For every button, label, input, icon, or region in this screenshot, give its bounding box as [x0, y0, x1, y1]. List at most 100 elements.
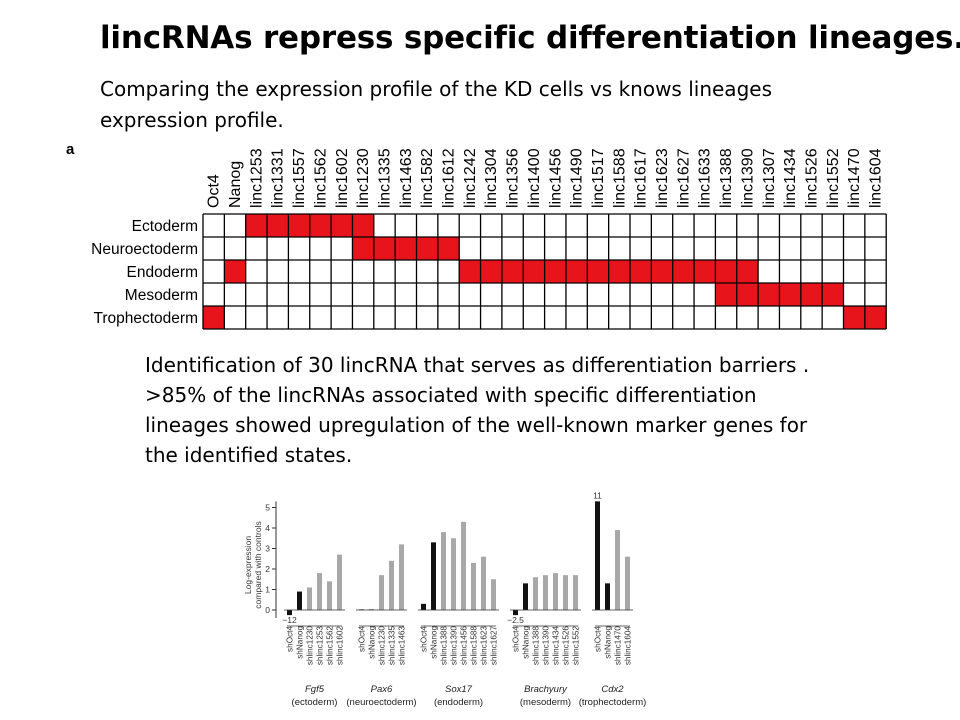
bar-label-shlinc1434: shlinc1434 [552, 626, 561, 666]
row-label-mesoderm: Mesoderm [125, 287, 198, 304]
y-tick-label: 2 [265, 564, 270, 574]
cell-mesoderm-linc1526 [800, 283, 823, 306]
column-label-linc1627: linc1627 [675, 148, 692, 208]
cell-mesoderm-linc1434 [779, 283, 801, 306]
bar-brachyury-shlinc1526 [563, 575, 568, 610]
cell-trophectoderm-linc1604 [864, 306, 887, 329]
bar-sox17-shlinc1456 [461, 521, 466, 610]
cell-ectoderm-linc1331 [267, 214, 289, 237]
y-axis-label: Log-expressioncompared with controls [243, 521, 263, 608]
cell-endoderm-linc1388 [715, 260, 737, 283]
cell-neuroectoderm-linc1582 [416, 237, 438, 260]
cell-neuroectoderm-linc1612 [437, 237, 460, 260]
bar-label-shlinc1470: shlinc1470 [614, 626, 623, 666]
bar-pax6-shlinc1230 [379, 575, 384, 610]
bar-label-shoct4: shOct4 [594, 626, 603, 652]
cell-endoderm-linc1588 [608, 260, 630, 283]
bar-label-shlinc1230: shlinc1230 [378, 626, 387, 666]
cell-ectoderm-linc1562 [309, 214, 332, 237]
column-label-linc1434: linc1434 [782, 148, 799, 208]
cell-neuroectoderm-linc1230 [352, 237, 374, 260]
cell-mesoderm-linc1390 [736, 283, 759, 306]
cell-endoderm-linc1304 [480, 260, 502, 283]
cell-trophectoderm-linc1470 [843, 306, 865, 329]
slide-title: lincRNAs repress specific differentiatio… [100, 20, 960, 56]
cell-endoderm-linc1456 [544, 260, 566, 283]
bar-fgf5-shlinc1562 [327, 581, 332, 610]
column-label-linc1388: linc1388 [718, 148, 735, 208]
bar-fgf5-shlinc1230 [307, 587, 312, 610]
column-label-linc1582: linc1582 [419, 148, 436, 208]
bar-brachyury-shlinc1434 [553, 573, 558, 610]
bar-pax6-shoct4 [359, 609, 364, 611]
bar-label-shnanog: shNanog [296, 626, 305, 659]
body-paragraph-1: Identification of 30 lincRNA that serves… [145, 353, 810, 377]
bar-sox17-shlinc1388 [441, 532, 446, 610]
column-label-linc1612: linc1612 [441, 148, 458, 208]
column-label-linc1490: linc1490 [569, 148, 586, 208]
column-label-oct4: Oct4 [206, 174, 223, 208]
column-label-linc1604: linc1604 [868, 148, 885, 208]
group-lineage-pax6: (neuroectoderm) [346, 697, 416, 708]
group-gene-cdx2: Cdx2 [601, 684, 624, 695]
bar-label-shlinc1552: shlinc1552 [572, 626, 581, 666]
column-label-linc1356: linc1356 [505, 148, 522, 208]
group-gene-sox17: Sox17 [445, 684, 473, 695]
bar-sox17-shlinc1627 [491, 579, 496, 610]
bar-label-shlinc1253: shlinc1253 [316, 626, 325, 666]
bar-label-shlinc1627: shlinc1627 [490, 626, 499, 666]
bar-label-shoct4: shOct4 [512, 626, 521, 652]
cell-mesoderm-linc1552 [822, 283, 844, 306]
cell-mesoderm-linc1307 [758, 283, 780, 306]
bar-label-shlinc1456: shlinc1456 [460, 626, 469, 666]
y-axis-label-line: Log-expression [243, 536, 253, 594]
bar-pax6-shlinc1335 [389, 560, 394, 610]
bar-brachyury-shoct4 [513, 610, 518, 616]
cell-endoderm-nanog [224, 260, 246, 283]
row-label-neuroectoderm: Neuroectoderm [91, 241, 198, 258]
y-tick-label: 4 [265, 523, 270, 533]
bar-annotation: −12 [282, 615, 297, 625]
bar-label-shlinc1562: shlinc1562 [326, 626, 335, 666]
y-axis-label-line: compared with controls [253, 521, 263, 608]
column-label-linc1562: linc1562 [312, 148, 329, 208]
group-lineage-fgf5: (ectoderm) [292, 697, 338, 708]
bar-pax6-shlinc1463 [399, 544, 404, 610]
cell-endoderm-linc1356 [501, 260, 524, 283]
bar-label-shoct4: shOct4 [420, 626, 429, 652]
group-lineage-cdx2: (trophectoderm) [579, 697, 647, 708]
column-label-linc1331: linc1331 [270, 148, 287, 208]
column-label-linc1304: linc1304 [483, 148, 500, 208]
column-label-linc1588: linc1588 [611, 148, 628, 208]
bar-brachyury-shlinc1390 [543, 575, 548, 610]
body-text: Identification of 30 lincRNA that serves… [145, 350, 845, 470]
bar-label-shlinc1390: shlinc1390 [542, 626, 551, 666]
row-label-trophectoderm: Trophectoderm [93, 310, 198, 327]
bar-sox17-shlinc1390 [451, 538, 456, 610]
bar-label-shnanog: shNanog [368, 626, 377, 659]
bar-cdx2-shoct4 [595, 501, 600, 610]
cell-endoderm-linc1517 [587, 260, 609, 283]
bar-label-shlinc1526: shlinc1526 [562, 626, 571, 666]
column-label-linc1617: linc1617 [633, 148, 650, 208]
bar-cdx2-shlinc1470 [615, 530, 620, 610]
bar-cdx2-shlinc1604 [625, 556, 630, 610]
cell-ectoderm-linc1253 [245, 214, 268, 237]
bar-brachyury-shnanog [523, 583, 528, 610]
bar-sox17-shoct4 [421, 603, 426, 610]
cell-endoderm-linc1617 [630, 260, 652, 283]
column-label-linc1307: linc1307 [761, 148, 778, 208]
column-label-linc1335: linc1335 [376, 148, 393, 208]
row-label-endoderm: Endoderm [126, 264, 198, 281]
bar-brachyury-shlinc1388 [533, 577, 538, 610]
bar-label-shlinc1623: shlinc1623 [480, 626, 489, 666]
bar-fgf5-shoct4 [287, 610, 292, 616]
bar-label-shnanog: shNanog [430, 626, 439, 659]
bar-fgf5-shlinc1602 [337, 554, 342, 610]
bar-label-shlinc1390: shlinc1390 [450, 626, 459, 666]
column-label-linc1463: linc1463 [398, 148, 415, 208]
bar-label-shlinc1588: shlinc1588 [470, 626, 479, 666]
y-tick-label: 1 [265, 585, 270, 595]
cell-endoderm-linc1490 [565, 260, 588, 283]
y-tick-label: 3 [265, 544, 270, 554]
